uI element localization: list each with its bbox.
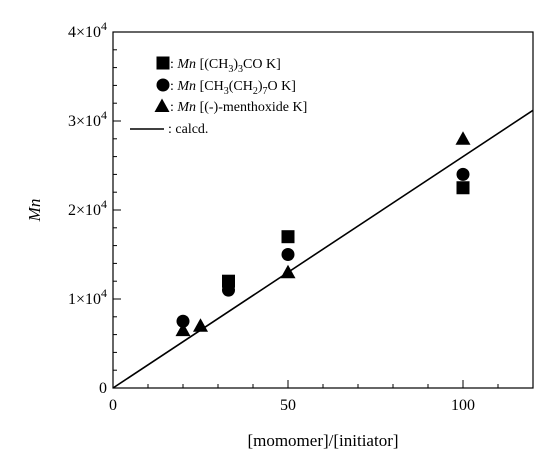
data-point-square xyxy=(281,230,295,244)
y-tick-base: 0 xyxy=(99,380,107,397)
legend-label-part: 7 xyxy=(262,86,267,97)
legend-entry: : Mn [(-)-menthoxide K] xyxy=(154,98,307,115)
x-tick-label: 50 xyxy=(280,397,296,414)
y-tick-exponent: 4 xyxy=(101,19,107,33)
legend-label-part: ) xyxy=(233,57,238,72)
legend-label-part: [CH xyxy=(196,79,224,94)
y-tick-base: 2×10 xyxy=(68,202,101,219)
data-point-circle xyxy=(176,314,190,328)
y-tick-base: 4×10 xyxy=(68,24,101,41)
legend-label: : Mn [(-)-menthoxide K] xyxy=(170,100,307,115)
legend-label-part: 2 xyxy=(253,86,258,97)
data-point-triangle xyxy=(455,131,471,145)
series-line xyxy=(112,109,534,389)
y-axis-label: Mn xyxy=(25,199,44,223)
legend-label-part: [(-)-menthoxide K] xyxy=(196,100,307,115)
series-circle xyxy=(176,167,470,328)
legend-label-part: : xyxy=(170,79,177,94)
data-point-circle xyxy=(281,248,295,261)
legend-label-part: 3 xyxy=(238,64,243,75)
y-tick-label: 2×104 xyxy=(68,197,107,219)
calcd-line xyxy=(112,109,534,389)
legend-label: : Mn [CH3(CH2)7O K] xyxy=(170,79,296,97)
legend-label: : calcd. xyxy=(168,122,208,137)
x-tick-label: 100 xyxy=(451,397,475,414)
series-triangle xyxy=(175,131,471,337)
legend-label-part: 3 xyxy=(224,86,229,97)
legend-label-part: Mn xyxy=(176,100,196,115)
legend-label-part: (CH xyxy=(229,79,253,94)
legend: : Mn [(CH3)3CO K]: Mn [CH3(CH2)7O K]: Mn… xyxy=(130,56,307,137)
legend-label-part: : xyxy=(170,57,177,72)
legend-label-part: : calcd. xyxy=(168,122,208,137)
legend-label-part: 3 xyxy=(228,64,233,75)
legend-label-part: Mn xyxy=(176,79,196,94)
y-tick-label: 1×104 xyxy=(68,286,107,308)
data-point-square xyxy=(222,274,235,288)
y-tick-label: 0 xyxy=(99,380,107,397)
series-square xyxy=(222,181,470,288)
legend-swatch-triangle xyxy=(154,98,170,112)
legend-entry: : calcd. xyxy=(130,122,208,137)
data-point-circle xyxy=(222,283,235,297)
y-tick-exponent: 4 xyxy=(101,108,107,122)
x-tick-label: 0 xyxy=(109,397,117,414)
legend-label-part: : xyxy=(170,100,177,115)
legend-label: : Mn [(CH3)3CO K] xyxy=(170,57,281,75)
y-tick-label: 4×104 xyxy=(68,19,107,41)
data-point-triangle xyxy=(175,322,191,337)
data-point-circle xyxy=(456,167,470,181)
legend-label-part: [(CH xyxy=(196,57,228,72)
legend-entry: : Mn [CH3(CH2)7O K] xyxy=(156,78,296,97)
x-axis: 0 50 100 xyxy=(109,380,534,414)
data-point-square xyxy=(456,181,470,195)
y-tick-label: 3×104 xyxy=(68,108,107,130)
legend-label-part: ) xyxy=(258,79,263,94)
y-tick-base: 3×10 xyxy=(68,113,101,130)
x-axis-label: [momomer]/[initiator] xyxy=(247,431,398,450)
legend-label-part: CO K] xyxy=(243,57,281,72)
legend-swatch-circle xyxy=(156,78,170,92)
legend-swatch-square xyxy=(156,56,170,70)
legend-label-part: O K] xyxy=(267,79,295,94)
legend-label-part: Mn xyxy=(176,57,196,72)
legend-entry: : Mn [(CH3)3CO K] xyxy=(156,56,281,75)
series-layer xyxy=(112,109,534,389)
y-tick-base: 1×10 xyxy=(68,291,101,308)
y-tick-exponent: 4 xyxy=(101,286,107,300)
y-tick-exponent: 4 xyxy=(101,197,107,211)
